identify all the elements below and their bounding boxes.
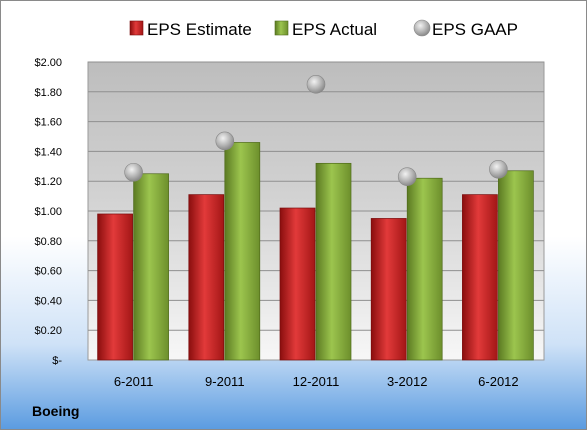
marker-eps-gaap xyxy=(124,162,143,182)
legend-swatch xyxy=(413,19,431,37)
y-axis-ticks: $- $0.20 $0.40 $0.60 $0.80 $1.00 $1.20 $1.40 $1.… xyxy=(34,57,62,367)
y-tick-label: $2.00 xyxy=(34,57,62,69)
y-tick-label: $1.40 xyxy=(34,146,62,158)
x-axis-labels: 6-2011 9-2011 12-2011 3-2012 6-2012 xyxy=(114,374,519,389)
marker-eps-gaap xyxy=(215,131,235,151)
y-tick-label: $- xyxy=(52,355,62,367)
legend-label: EPS Estimate xyxy=(147,20,252,39)
y-tick-label: $0.80 xyxy=(34,236,62,248)
bar-eps-estimate xyxy=(279,207,316,361)
bar-eps-estimate xyxy=(188,194,225,361)
gaap-markers xyxy=(124,75,508,187)
bar-eps-actual xyxy=(224,142,261,361)
y-tick-label: $1.60 xyxy=(34,117,62,129)
marker-eps-gaap xyxy=(306,75,326,94)
y-tick-label: $1.20 xyxy=(34,176,62,188)
bar-series xyxy=(97,142,534,361)
marker-eps-gaap xyxy=(397,167,417,187)
legend-label: EPS GAAP xyxy=(432,20,518,39)
legend: EPS Estimate EPS Actual EPS GAAP xyxy=(129,19,518,39)
bar-eps-estimate xyxy=(97,213,133,361)
legend-swatch xyxy=(274,20,289,36)
company-label: Boeing xyxy=(32,403,79,419)
bar-eps-actual xyxy=(406,177,443,361)
x-tick-label: 12-2011 xyxy=(293,374,340,389)
x-tick-label: 9-2011 xyxy=(205,374,245,389)
y-tick-label: $0.40 xyxy=(34,295,62,307)
bar-eps-estimate xyxy=(462,194,498,361)
x-tick-label: 3-2012 xyxy=(387,374,427,389)
y-tick-label: $0.20 xyxy=(34,325,62,337)
bar-eps-actual xyxy=(315,162,352,361)
y-tick-label: $1.80 xyxy=(34,87,62,99)
bar-eps-estimate xyxy=(370,218,407,361)
bar-eps-actual xyxy=(133,173,169,361)
y-tick-label: $1.00 xyxy=(34,206,62,218)
x-tick-label: 6-2012 xyxy=(478,374,518,389)
x-tick-label: 6-2011 xyxy=(114,374,154,389)
legend-label: EPS Actual xyxy=(292,20,377,39)
bar-eps-actual xyxy=(498,170,534,361)
marker-eps-gaap xyxy=(489,159,508,179)
legend-swatch xyxy=(129,20,144,36)
y-tick-label: $0.60 xyxy=(34,266,62,278)
